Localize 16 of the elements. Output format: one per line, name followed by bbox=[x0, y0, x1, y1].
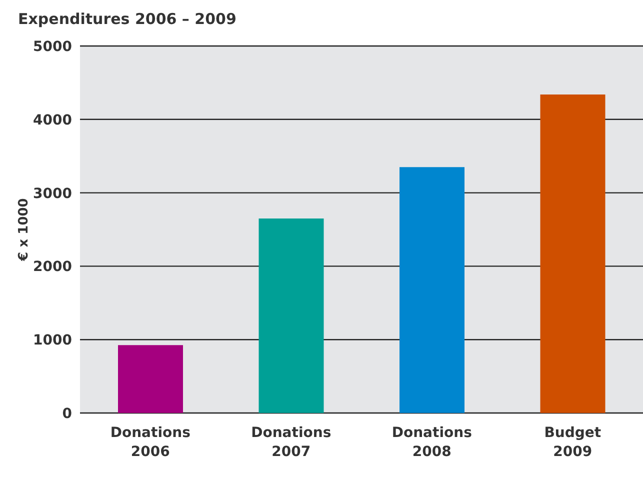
bar bbox=[400, 167, 464, 413]
x-tick-label: Budget 2009 bbox=[544, 425, 602, 460]
bar bbox=[540, 94, 606, 413]
chart-title: Expenditures 2006 – 2009 bbox=[18, 10, 236, 28]
x-tick-label: Donations 2007 bbox=[251, 425, 332, 460]
x-tick-label: Donations 2006 bbox=[110, 425, 190, 460]
bar bbox=[118, 345, 183, 413]
y-tick-label: 1000 bbox=[33, 332, 72, 349]
y-tick-label: 0 bbox=[62, 406, 72, 422]
y-tick-label: 4000 bbox=[33, 112, 72, 128]
y-axis-title: € x 1000 bbox=[16, 198, 32, 262]
x-tick-label: Donations 2008 bbox=[392, 425, 472, 460]
y-tick-label: 5000 bbox=[33, 38, 72, 55]
bar bbox=[258, 218, 324, 413]
y-tick-label: 2000 bbox=[33, 259, 72, 276]
y-tick-label: 3000 bbox=[33, 186, 72, 202]
